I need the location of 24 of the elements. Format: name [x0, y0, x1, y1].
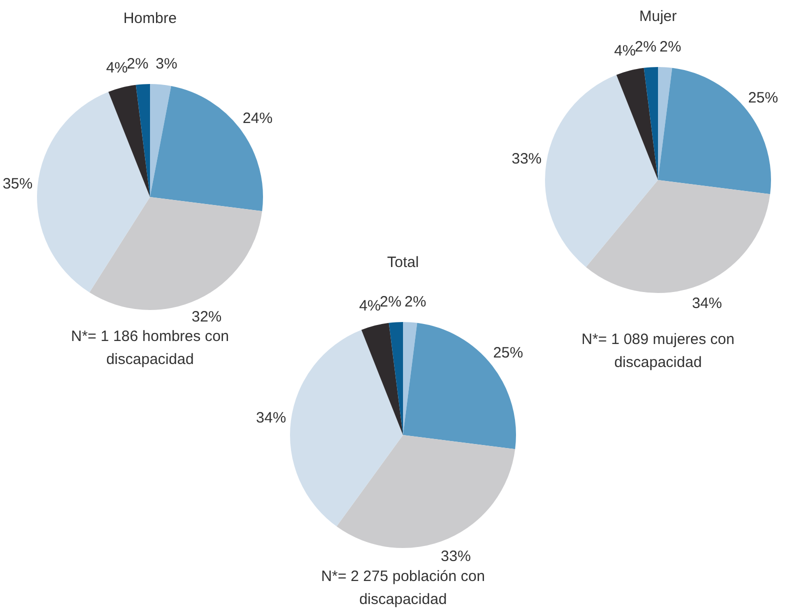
chart-title: Total	[386, 254, 420, 271]
data-label: 4%	[614, 42, 636, 60]
data-label: 34%	[256, 409, 286, 426]
data-label: 3%	[156, 56, 178, 73]
text: N*= 2 275 población con discapacidad	[320, 567, 486, 610]
data-label: 2%	[126, 55, 148, 72]
data-label: 2%	[404, 293, 426, 310]
data-label: 34%	[692, 294, 722, 312]
text: N*= 1 186 hombres con discapacidad	[70, 327, 230, 370]
data-label: 33%	[512, 150, 542, 168]
data-label: 4%	[359, 297, 381, 314]
text: N*= 1 089 mujeres con discapacidad	[580, 330, 736, 373]
data-label: 32%	[192, 308, 222, 326]
data-label: 2%	[634, 38, 656, 56]
data-label: 33%	[440, 548, 471, 566]
data-label: 25%	[493, 344, 524, 362]
chart-title: Mujer	[638, 8, 678, 25]
data-label: 25%	[748, 90, 778, 107]
data-label: 24%	[242, 110, 273, 127]
data-label: 35%	[2, 176, 33, 193]
chart-title: Hombre	[122, 10, 178, 27]
data-label: 4%	[106, 59, 128, 76]
data-label: 2%	[380, 293, 402, 310]
data-label: 2%	[660, 38, 682, 56]
